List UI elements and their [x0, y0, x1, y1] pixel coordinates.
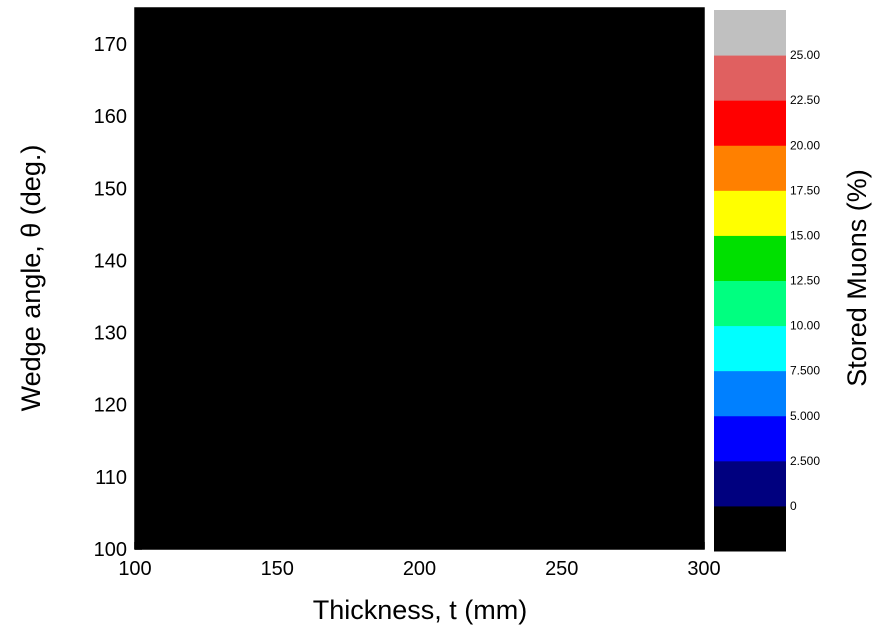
- contour-line-6: [135, 133, 704, 147]
- colorbar-swatch: [714, 325, 786, 372]
- colorbar-swatch: [714, 460, 786, 507]
- contour-line-4: [135, 155, 704, 221]
- colorbar-level-label: 0: [790, 499, 797, 513]
- contour-line-11: [135, 29, 704, 117]
- y-tick-label: 150: [94, 178, 127, 200]
- x-tick-label: 100: [118, 558, 151, 580]
- y-tick-label: 170: [94, 34, 127, 56]
- colorbar-swatch: [714, 280, 786, 327]
- x-axis: 100 150 200 250 300: [118, 542, 721, 580]
- colorbar-level-label: 7.500: [790, 364, 820, 378]
- colorbar: 0 2.500 5.000 7.500 10.00 12.50 15.00 17.50 20.0…: [714, 10, 820, 552]
- colorbar-swatch: [714, 145, 786, 191]
- x-tick-label: 250: [545, 558, 578, 580]
- colorbar-level-label: 20.00: [790, 138, 820, 152]
- y-tick-label: 110: [95, 467, 127, 489]
- contour-line-12: [135, 16, 704, 108]
- colorbar-level-label: 10.00: [790, 319, 820, 333]
- colorbar-swatch: [714, 505, 786, 552]
- colorbar-swatch: [714, 190, 786, 236]
- colorbar-level-label: 25.00: [790, 48, 820, 62]
- colorbar-swatch: [714, 10, 786, 56]
- contour-line-10: [135, 47, 704, 121]
- y-tick-label: 160: [94, 106, 127, 128]
- x-axis-title: Thickness, t (mm): [313, 595, 528, 625]
- model-annotation: Monte Carlo model: [164, 500, 398, 530]
- x-tick-label: 300: [687, 558, 720, 580]
- contour-bands: [135, 8, 704, 549]
- colorbar-swatch: [714, 370, 786, 417]
- contour-line-0: [135, 450, 704, 452]
- contour-lines: [135, 16, 704, 452]
- y-tick-label: 120: [94, 395, 127, 417]
- colorbar-level-label: 5.000: [790, 409, 820, 423]
- y-tick-label: 130: [94, 323, 127, 345]
- colorbar-level-label: 2.500: [790, 454, 820, 468]
- contour-line-1: [135, 394, 704, 396]
- y-axis: 100 110 120 130 140 150 160 170: [94, 34, 142, 561]
- colorbar-level-label: 17.50: [790, 183, 820, 197]
- colorbar-swatch: [714, 55, 786, 101]
- colorbar-title: Stored Muons (%): [842, 169, 872, 387]
- y-tick-label: 140: [94, 250, 127, 272]
- contour-line-9: [135, 77, 704, 125]
- contour-line-8: [135, 94, 704, 129]
- colorbar-level-label: 22.50: [790, 93, 820, 107]
- x-tick-label: 150: [261, 558, 294, 580]
- colorbar-swatch: [714, 100, 786, 146]
- colorbar-level-label: 15.00: [790, 228, 820, 242]
- y-tick-label: 100: [94, 539, 127, 561]
- colorbar-level-label: 12.50: [790, 274, 820, 288]
- x-tick-label: 200: [403, 558, 436, 580]
- band-13: [135, 8, 704, 549]
- contour-line-3: [135, 289, 704, 302]
- colorbar-swatch: [714, 415, 786, 462]
- contour-line-7: [135, 112, 704, 135]
- contour-line-2: [135, 347, 704, 353]
- y-axis-title: Wedge angle, θ (deg.): [16, 145, 46, 412]
- colorbar-swatch: [714, 235, 786, 281]
